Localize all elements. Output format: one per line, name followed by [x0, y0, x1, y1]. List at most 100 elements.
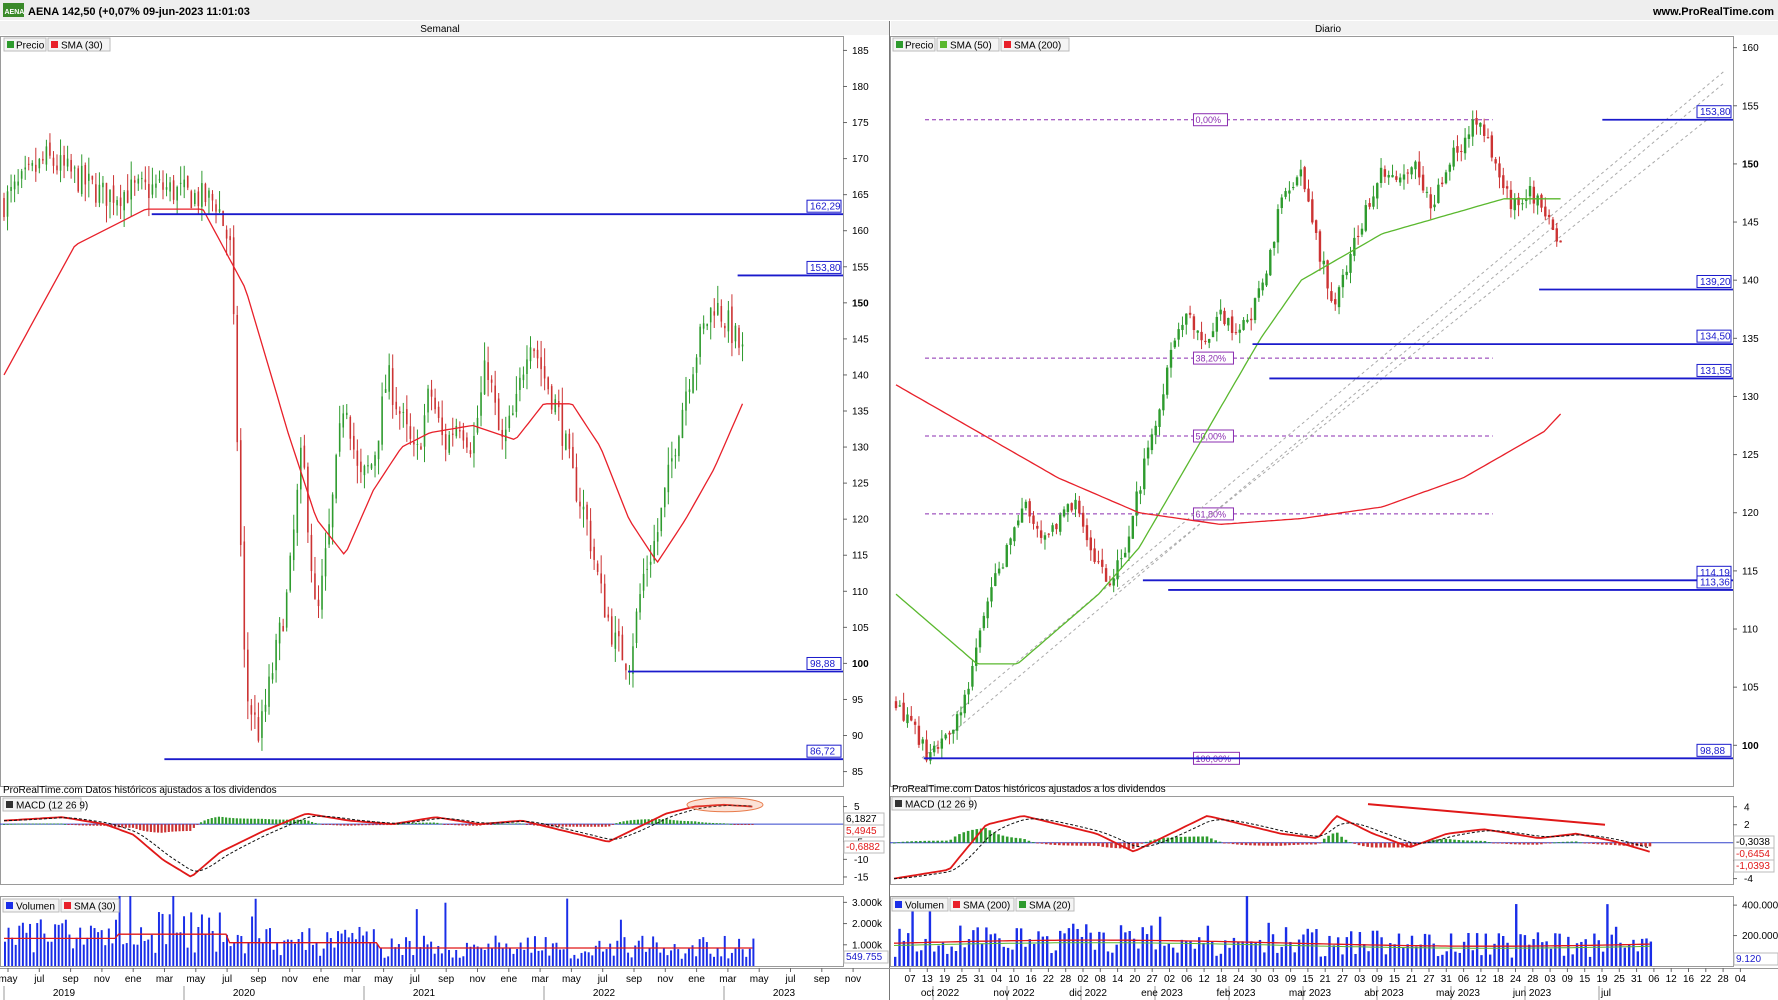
volume-bar: [387, 956, 390, 966]
candle-body: [1372, 196, 1375, 207]
candle-body: [1070, 503, 1073, 511]
volume-bar: [14, 944, 17, 966]
volume-bar: [1011, 949, 1014, 966]
macd-histogram-bar: [343, 824, 346, 826]
volume-bar: [462, 956, 465, 966]
macd-histogram-bar: [149, 824, 152, 832]
volume-bar: [21, 922, 24, 966]
volume-bar: [1632, 939, 1635, 966]
macd-histogram-bar: [67, 824, 70, 825]
candle-body: [572, 446, 574, 469]
x-tick-label: 20: [1129, 974, 1141, 985]
candle-body: [1089, 537, 1092, 551]
candle-body: [910, 715, 913, 721]
macd-histogram-bar: [515, 823, 518, 825]
macd-histogram-bar: [421, 822, 425, 825]
volume-bar: [358, 926, 361, 966]
candle-body: [490, 379, 493, 383]
volume-bar: [311, 944, 314, 966]
candle-body: [1093, 548, 1096, 562]
volume-bar: [924, 938, 927, 966]
candle-body: [1341, 274, 1345, 288]
volume-bar: [580, 952, 583, 966]
macd-histogram-bar: [722, 823, 725, 825]
volume-bar: [89, 925, 92, 966]
candle-body: [487, 362, 489, 380]
volume-bar: [1380, 937, 1383, 966]
candle-body: [522, 374, 525, 381]
panel-frames: [0, 21, 1778, 1000]
candle-body: [1207, 339, 1211, 343]
macd-histogram-bar: [1140, 842, 1144, 844]
macd-histogram-bar: [1162, 838, 1165, 843]
candle-body: [550, 386, 553, 410]
volume-bar: [1085, 924, 1088, 966]
macd-histogram-bar: [282, 819, 285, 825]
macd-histogram-bar: [1505, 842, 1508, 844]
macd-histogram-bar: [910, 841, 913, 843]
site-url[interactable]: www.ProRealTime.com: [1652, 6, 1774, 18]
candle-body: [681, 409, 684, 439]
volume-bar: [1614, 926, 1618, 966]
candle-body: [6, 191, 9, 217]
macd-value: -1,0393: [1736, 861, 1770, 872]
x-group-label: oct 2022: [921, 988, 960, 999]
volume-bar: [279, 955, 282, 966]
candle-body: [437, 406, 440, 418]
volume-bar: [297, 939, 300, 966]
volume-bar: [1345, 937, 1349, 966]
volume-bar: [1232, 937, 1236, 966]
candle-body: [186, 176, 189, 188]
macd-histogram-bar: [289, 819, 292, 825]
volume-bar: [286, 939, 289, 966]
candle-body: [975, 647, 978, 666]
volume-bar: [448, 950, 451, 966]
volume-bar: [627, 952, 630, 966]
macd-histogram-bar: [475, 824, 478, 826]
macd-histogram-bar: [1218, 841, 1222, 843]
macd-histogram-bar: [314, 822, 317, 825]
candle-body: [441, 417, 443, 436]
candle-body: [971, 665, 974, 687]
macd-histogram-bar: [997, 834, 1000, 843]
volume-bar: [57, 924, 60, 966]
candle-body: [377, 440, 380, 460]
candle-body: [674, 455, 677, 457]
candle-body: [512, 413, 514, 416]
level-label: 134,50: [1700, 332, 1731, 343]
volume-bar: [308, 928, 311, 966]
y-tick-label: 130: [1742, 392, 1759, 403]
macd-histogram-bar: [1031, 842, 1035, 843]
macd-histogram-bar: [303, 819, 306, 825]
candle-body: [618, 631, 620, 637]
candle-body: [646, 568, 648, 570]
volume-bar: [1302, 934, 1305, 966]
candle-body: [921, 739, 924, 744]
volume-bar: [79, 927, 82, 966]
candle-body: [568, 433, 571, 449]
candle-body: [342, 413, 345, 428]
candle-body: [1047, 533, 1050, 535]
candle-body: [738, 327, 740, 348]
volume-bar: [976, 927, 979, 966]
macd-histogram-bar: [643, 819, 647, 825]
volume-bar: [140, 927, 143, 966]
level-label: 153,80: [810, 263, 841, 274]
candle-body: [56, 165, 58, 171]
daily-source-note: ProRealTime.com Datos históricos ajustad…: [892, 784, 1166, 795]
candle-body: [1169, 349, 1173, 368]
macd-histogram-bar: [1223, 842, 1226, 844]
volume-bar: [609, 943, 612, 966]
volume-bar: [1241, 941, 1244, 966]
volume-bar: [344, 929, 347, 966]
volume-bar: [1510, 957, 1514, 966]
candle-body: [582, 506, 585, 510]
macd-histogram-bar: [264, 818, 267, 825]
y-tick-label: 145: [852, 334, 869, 345]
volume-bar: [1636, 951, 1640, 966]
daily-panel-title: Diario: [1315, 24, 1342, 35]
x-tick-label: mar: [156, 974, 174, 985]
weekly-price-chart: 85 90 95 100 105 110 115 120 125 130 135 140 145 150 1…: [3, 46, 869, 778]
volume-bar: [1580, 941, 1583, 966]
